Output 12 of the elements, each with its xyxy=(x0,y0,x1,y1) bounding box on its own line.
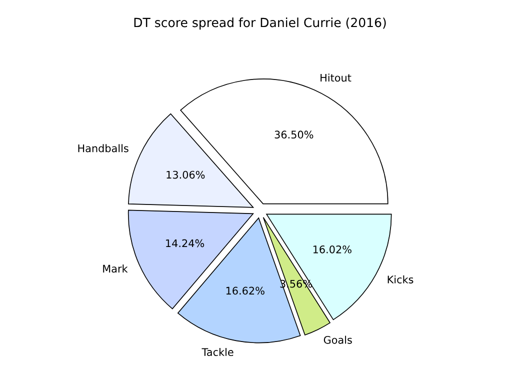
slice-label: Tackle xyxy=(202,348,234,356)
slice-label: Goals xyxy=(324,336,352,344)
slice-label: Handballs xyxy=(78,144,128,152)
slice-label: Mark xyxy=(103,264,128,273)
chart-title: DT score spread for Daniel Currie (2016) xyxy=(134,18,386,30)
data-label: 16.62% xyxy=(226,286,264,295)
data-label: 16.02% xyxy=(313,245,352,254)
data-label: 13.06% xyxy=(166,170,205,179)
slice-label: Kicks xyxy=(388,275,414,284)
slice-label: Hitout xyxy=(320,74,352,82)
data-label: 14.24% xyxy=(166,239,204,248)
data-label: 36.50% xyxy=(274,130,314,139)
